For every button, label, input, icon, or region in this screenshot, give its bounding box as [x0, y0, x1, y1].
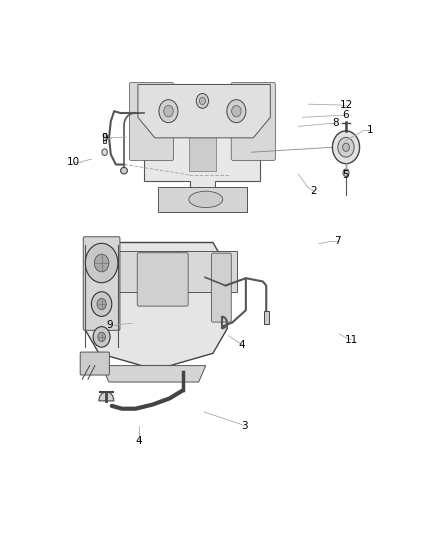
Text: 9: 9 [102, 133, 108, 143]
Circle shape [93, 327, 110, 347]
Text: 4: 4 [136, 435, 142, 446]
FancyBboxPatch shape [231, 83, 276, 160]
Circle shape [97, 298, 106, 310]
Text: 6: 6 [343, 110, 350, 120]
Wedge shape [99, 392, 114, 401]
Circle shape [338, 138, 354, 157]
Text: 8: 8 [332, 118, 339, 128]
Text: 1: 1 [367, 125, 374, 135]
Text: 5: 5 [343, 170, 350, 180]
Text: 10: 10 [67, 157, 80, 167]
Polygon shape [145, 84, 267, 191]
Bar [264, 311, 268, 324]
Bar [115, 251, 182, 292]
Ellipse shape [120, 167, 127, 174]
Polygon shape [85, 243, 227, 366]
Circle shape [332, 131, 360, 164]
Circle shape [159, 100, 178, 123]
Text: 9: 9 [107, 320, 113, 329]
Circle shape [102, 149, 107, 156]
Circle shape [94, 254, 109, 272]
FancyBboxPatch shape [137, 253, 188, 306]
Text: 4: 4 [239, 340, 245, 350]
Ellipse shape [189, 191, 223, 207]
Circle shape [227, 100, 246, 123]
Circle shape [92, 292, 112, 317]
Text: 11: 11 [345, 335, 358, 345]
Circle shape [98, 332, 106, 342]
Polygon shape [102, 366, 206, 382]
Circle shape [343, 143, 350, 151]
Text: 7: 7 [334, 236, 340, 246]
Circle shape [85, 243, 118, 282]
Circle shape [232, 106, 241, 117]
Bar [158, 187, 247, 212]
Circle shape [164, 106, 173, 117]
Circle shape [196, 93, 208, 108]
Circle shape [199, 97, 205, 104]
Circle shape [343, 169, 349, 176]
Bar [176, 251, 237, 292]
Polygon shape [138, 84, 270, 138]
Text: 12: 12 [339, 100, 353, 110]
Bar [189, 105, 216, 171]
Bar [103, 133, 106, 143]
FancyBboxPatch shape [83, 237, 120, 330]
Text: 3: 3 [241, 421, 247, 431]
FancyBboxPatch shape [80, 352, 110, 375]
FancyBboxPatch shape [212, 253, 231, 322]
FancyBboxPatch shape [130, 83, 173, 160]
Text: 2: 2 [311, 186, 317, 196]
